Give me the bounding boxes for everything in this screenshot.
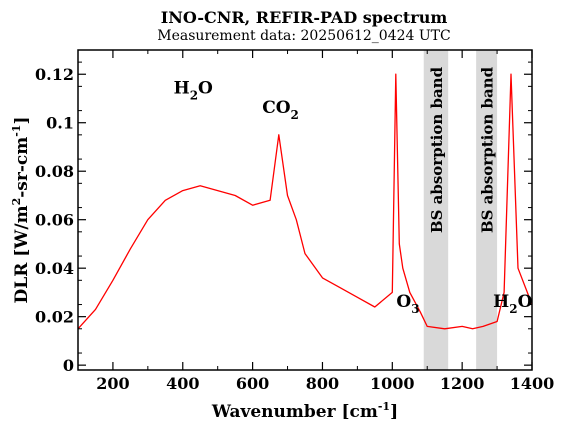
annotation-3: O3 [396,292,419,316]
x-axis-ticks: 200 400 600 800 1000 1200 1400 [77,50,555,393]
y-tick-label: 0.12 [35,65,74,84]
annotation-2: CO2 [262,98,299,122]
annotation-1: H2O [174,79,213,103]
x-axis-label: Wavenumber [cm-1] [211,400,398,422]
x-tick-label: 200 [96,374,129,393]
x-tick-label: 1000 [370,374,415,393]
band-2 [476,50,498,370]
series-line-1 [77,73,533,330]
y-tick-label: 0.06 [35,211,74,230]
spectrum-series [77,73,533,330]
annotation-4: H2O [493,292,532,316]
band-label-2: BS absorption band [479,66,497,233]
y-tick-label: 0.04 [35,259,74,278]
x-tick-label: 1200 [440,374,485,393]
y-axis-label: DLR [W/m2-sr-cm-1] [10,117,32,304]
y-tick-label: 0.08 [35,162,74,181]
y-tick-label: 0 [63,356,74,375]
y-axis-ticks: 0 0.02 0.04 0.06 0.08 0.1 0.12 [35,61,532,375]
band-1 [423,50,449,370]
x-tick-label: 600 [236,374,269,393]
y-tick-label: 0.02 [35,308,74,327]
annotations: H2O CO2 O3 H2O [174,79,533,316]
band-label-1: BS absorption band [428,66,446,233]
chart-title: INO-CNR, REFIR-PAD spectrum [161,8,448,27]
y-tick-label: 0.1 [46,114,74,133]
x-tick-label: 400 [166,374,199,393]
chart-subtitle: Measurement data: 20250612_0424 UTC [157,28,450,44]
x-tick-label: 800 [306,374,339,393]
x-tick-label: 1400 [510,374,555,393]
plot-frame [77,49,533,371]
shaded-bands: BS absorption band BS absorption band [423,50,498,370]
